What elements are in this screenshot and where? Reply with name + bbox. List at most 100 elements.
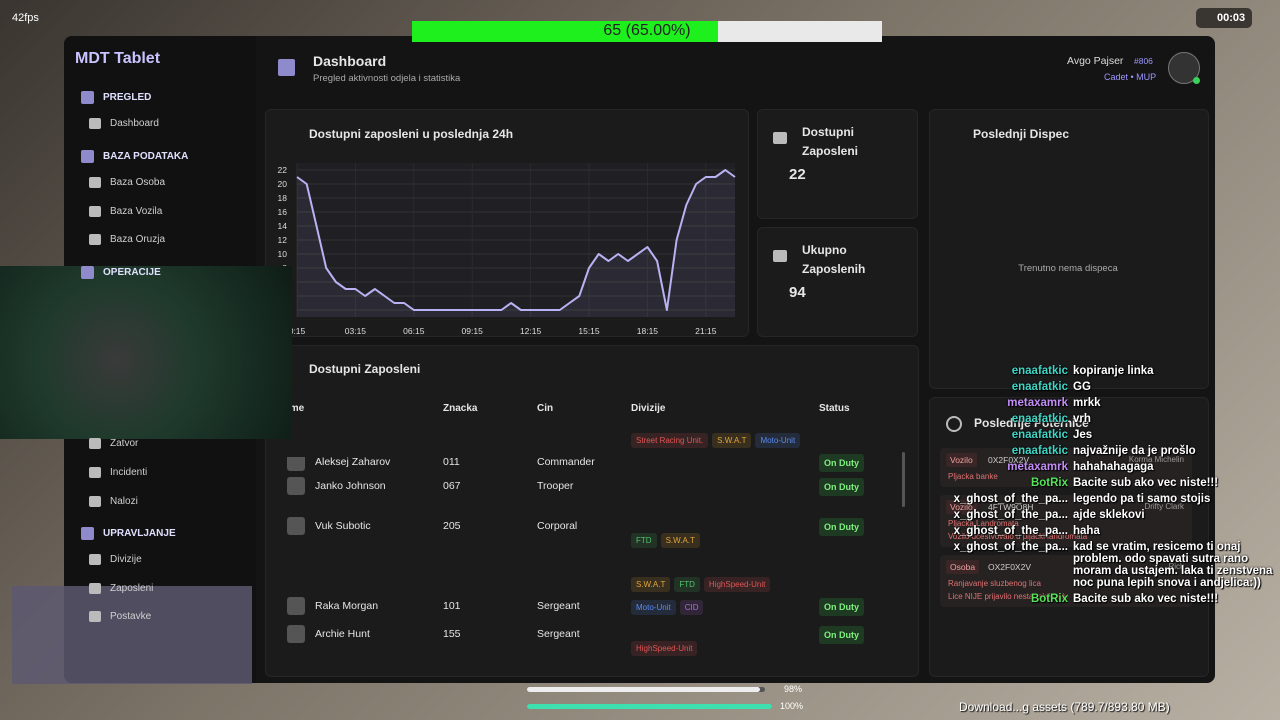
y-tick-label: 22 (278, 165, 288, 175)
armor-bar (527, 704, 772, 709)
warrant-reason: Pljacka Landromata (948, 519, 1019, 528)
column-header[interactable]: Cin (537, 403, 554, 414)
status: On Duty (819, 518, 864, 536)
column-header[interactable]: Ime (287, 403, 305, 414)
stat-card (757, 227, 918, 337)
progress-label: 65 (65.00%) (603, 22, 691, 39)
minimap (12, 586, 252, 684)
employee-badge: 205 (443, 520, 461, 532)
dispatch-title: Poslednji Dispec (973, 127, 1070, 141)
sidebar-item-icon[interactable] (89, 438, 101, 449)
sidebar-item[interactable]: Baza Vozila (110, 206, 163, 217)
employee-rank: Sergeant (537, 628, 580, 640)
employee-name: Archie Hunt (315, 628, 370, 640)
employee-avatar (287, 625, 305, 643)
sidebar-item[interactable]: Nalozi (110, 496, 138, 507)
armor-label: 100% (780, 701, 804, 711)
warrant-item[interactable]: Osoba OX2F0X2V Rick Ranjavanje sluzbenog li… (940, 555, 1192, 607)
chat-message: ajde sklekovi (1073, 509, 1145, 521)
chat-user: enaafatkic (1011, 381, 1068, 393)
chat-user: enaafatkic (1011, 413, 1068, 425)
chat-user: enaafatkic (1011, 445, 1068, 457)
sidebar-item[interactable]: Zatvor (110, 438, 139, 449)
column-header[interactable]: Divizije (631, 403, 666, 414)
stat-title: Dostupni Zaposleni (802, 125, 859, 158)
warrant-item[interactable]: Vozilo 4FTW9O8H Drifty Clark Pljacka Landro… (940, 495, 1192, 547)
sidebar-item-icon[interactable] (89, 177, 101, 188)
employee-avatar (287, 457, 305, 471)
sidebar-item-icon[interactable] (89, 467, 101, 478)
header-subtitle: Pregled aktivnosti odjela i statistika (313, 73, 461, 84)
division-tag: Street Racing Unit. (631, 433, 709, 448)
sidebar-item-icon[interactable] (89, 118, 101, 129)
line-area (297, 170, 735, 317)
warrant-item[interactable]: Vozilo 0X2F0X2V Korma Michelin Pljacka bank… (940, 448, 1192, 487)
chat-message: kopiranje linka (1073, 365, 1154, 377)
sidebar-item-icon[interactable] (89, 206, 101, 217)
scrollbar[interactable] (902, 452, 905, 507)
chat-user: metaxamrk (1007, 461, 1068, 473)
sidebar-item[interactable]: Baza Oruzja (110, 234, 166, 245)
fps: 42fps (12, 12, 39, 24)
y-tick-label: 14 (278, 221, 288, 231)
dispatch-empty: Trenutno nema dispeca (1018, 263, 1118, 274)
stat-icon (773, 132, 787, 144)
sidebar-item-icon[interactable] (89, 234, 101, 245)
employee-rank: Trooper (537, 480, 574, 492)
webcam (0, 266, 292, 439)
y-tick-label: 18 (278, 193, 288, 203)
warrant-plate: 0X2F0X2V (988, 455, 1030, 465)
employee-badge: 067 (443, 480, 461, 492)
division-list: FTD S.W.A.T (631, 530, 811, 553)
sidebar-item[interactable]: Incidenti (110, 467, 148, 478)
chat-message: Jes (1073, 429, 1093, 441)
y-tick-label: 20 (278, 179, 288, 189)
division-list: Street Racing Unit. S.W.A.T Moto-Unit (631, 430, 811, 453)
sidebar-section-icon (81, 91, 94, 104)
sidebar-item-icon[interactable] (89, 611, 101, 622)
y-tick-label: 12 (278, 235, 288, 245)
health-bar (527, 687, 761, 692)
sidebar-item-icon[interactable] (89, 583, 101, 594)
employee-rank: Commander (537, 456, 595, 468)
header-title: Dashboard (313, 53, 387, 69)
chat-user: x_ghost_of_the_pa... (953, 541, 1068, 553)
chat-message: mrkk (1073, 397, 1101, 409)
chat-message: GG (1073, 381, 1091, 393)
chat-message: najvažnije da je prošlo (1073, 445, 1196, 457)
sidebar-section-icon (81, 266, 94, 279)
chat-message: haha (1073, 525, 1100, 537)
sidebar-item[interactable]: Divizije (110, 554, 142, 565)
column-header[interactable]: Znacka (443, 403, 478, 414)
sidebar-item[interactable]: Dashboard (110, 118, 159, 129)
warrant-reason: Vozilo ucestvovalo u pljacki landromata (948, 532, 1088, 541)
y-tick-label: 16 (278, 207, 288, 217)
employee-avatar (287, 477, 305, 495)
chat-user: BotRix (1030, 593, 1068, 605)
sidebar-item[interactable]: Zaposleni (110, 583, 154, 594)
sidebar-item-icon[interactable] (89, 554, 101, 565)
sidebar-section: BAZA PODATAKA (103, 151, 189, 162)
division-tag: HighSpeed-Unit (631, 641, 698, 656)
chart-title: Dostupni zaposleni u poslednja 24h (309, 127, 514, 141)
division-tag: S.W.A.T (712, 433, 752, 448)
warrant-plate: OX2F0X2V (988, 562, 1031, 572)
stat-title: Ukupno Zaposlenih (802, 243, 866, 276)
warrant-owner: Drifty Clark (1144, 502, 1184, 511)
sidebar-item[interactable]: Postavke (110, 611, 152, 622)
timer: 00:03 (1217, 12, 1246, 24)
stat-value: 22 (789, 166, 806, 183)
division-tag: Moto-Unit (755, 433, 801, 448)
warrant-reason: Lice NIJE prijavilo nestanak/kradu (948, 592, 1069, 601)
sidebar-item[interactable]: Baza Osoba (110, 177, 166, 188)
column-header[interactable]: Status (819, 403, 850, 414)
sidebar-item-icon[interactable] (89, 496, 101, 507)
availability-chart: 2468101214161820220:1503:1506:1509:1512:… (278, 163, 736, 335)
sidebar-title: MDT Tablet (75, 50, 161, 67)
warrant-reason: Ranjavanje sluzbenog lica (948, 579, 1041, 588)
stat-card (757, 109, 918, 219)
division-tag: HighSpeed-Unit (703, 577, 771, 592)
division-list: S.W.A.T FTD HighSpeed-Unit Moto-Unit CID (631, 574, 811, 620)
chat-user: x_ghost_of_the_pa... (953, 509, 1068, 521)
sidebar-section: UPRAVLJANJE (103, 528, 176, 539)
